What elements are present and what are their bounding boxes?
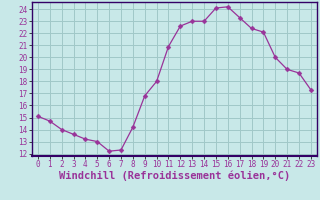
X-axis label: Windchill (Refroidissement éolien,°C): Windchill (Refroidissement éolien,°C): [59, 171, 290, 181]
